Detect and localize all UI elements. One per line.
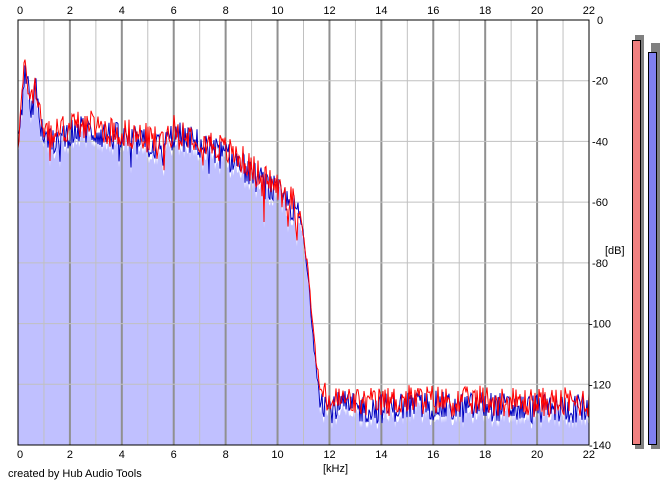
x-tick-label-bottom: 2 — [67, 449, 73, 461]
x-tick-label-bottom: 14 — [375, 449, 387, 461]
x-tick-label-top: 12 — [323, 5, 335, 17]
x-tick-label-top: 20 — [531, 5, 543, 17]
y-tick-label: -120 — [589, 379, 611, 391]
level-meter-right — [648, 52, 657, 445]
y-tick-label: -40 — [592, 136, 608, 148]
x-axis-label: [kHz] — [323, 463, 348, 475]
x-tick-label-top: 10 — [271, 5, 283, 17]
x-tick-label-bottom: 4 — [119, 449, 125, 461]
y-tick-label: -20 — [592, 76, 608, 88]
series-line-left — [17, 59, 590, 418]
credit-text: created by Hub Audio Tools — [8, 468, 142, 480]
x-tick-label-top: 16 — [427, 5, 439, 17]
level-meter-left — [632, 40, 641, 445]
x-tick-label-bottom: 0 — [17, 449, 23, 461]
x-tick-label-top: 8 — [223, 5, 229, 17]
x-tick-labels-top: 0 2 4 6 8 10 12 14 16 18 20 22 — [17, 5, 595, 17]
x-tick-label-bottom: 18 — [479, 449, 491, 461]
x-tick-label-bottom: 12 — [323, 449, 335, 461]
x-tick-label-bottom: 22 — [583, 449, 595, 461]
y-tick-labels: 0 -20 -40 -60 -80 -100 -120 -140 — [589, 15, 611, 452]
plot-border — [17, 19, 590, 446]
x-tick-label-top: 4 — [119, 5, 125, 17]
x-tick-label-top: 2 — [67, 5, 73, 17]
y-axis-label: [dB] — [605, 245, 625, 257]
x-tick-label-bottom: 10 — [271, 449, 283, 461]
y-tick-label: -100 — [589, 319, 611, 331]
y-tick-label: -140 — [589, 440, 611, 452]
y-tick-label: -80 — [592, 258, 608, 270]
x-tick-labels-bottom: 0 2 4 6 8 10 12 14 16 18 20 22 — [17, 449, 595, 461]
spectrum-series — [17, 59, 590, 425]
y-tick-label: -60 — [592, 197, 608, 209]
x-tick-label-bottom: 16 — [427, 449, 439, 461]
x-tick-label-top: 22 — [583, 5, 595, 17]
x-tick-label-top: 6 — [171, 5, 177, 17]
x-tick-label-top: 0 — [17, 5, 23, 17]
x-tick-label-bottom: 8 — [223, 449, 229, 461]
x-tick-label-top: 18 — [479, 5, 491, 17]
x-tick-label-bottom: 6 — [171, 449, 177, 461]
x-tick-label-top: 14 — [375, 5, 387, 17]
grid — [18, 20, 589, 445]
x-tick-label-bottom: 20 — [531, 449, 543, 461]
y-tick-label: 0 — [597, 15, 603, 27]
